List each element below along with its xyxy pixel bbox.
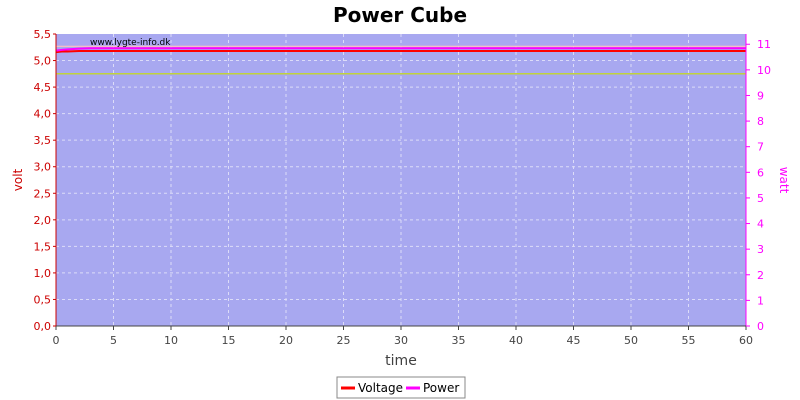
y-right-tick-label: 9 xyxy=(757,89,764,102)
y-right-tick-label: 8 xyxy=(757,115,764,128)
y-left-tick-label: 0,5 xyxy=(34,293,52,306)
x-axis-title: time xyxy=(385,353,417,369)
y-right-tick-label: 5 xyxy=(757,192,764,205)
y-right-tick-label: 2 xyxy=(757,269,764,282)
x-tick-label: 25 xyxy=(337,334,351,347)
y-right-tick-label: 3 xyxy=(757,243,764,256)
x-tick-label: 0 xyxy=(53,334,60,347)
series-voltage xyxy=(55,50,746,54)
y-left-tick-label: 0,0 xyxy=(34,320,52,333)
x-tick-label: 35 xyxy=(452,334,466,347)
y-right-tick-label: 4 xyxy=(757,218,764,231)
x-tick-label: 5 xyxy=(110,334,117,347)
x-tick-label: 55 xyxy=(682,334,696,347)
x-tick-label: 10 xyxy=(164,334,178,347)
grid xyxy=(56,34,746,326)
y-right-ticks: 0 1 2 3 4 5 6 7 8 9 10 11 xyxy=(746,38,771,333)
y-left-ticks: 0,0 0,5 1,0 1,5 2,0 2,5 3,0 3,5 4,0 4,5 5,0 5,5 xyxy=(34,28,56,333)
watermark: www.lygte-info.dk xyxy=(90,38,171,48)
series-lines xyxy=(55,45,746,75)
y-right-axis-title: watt xyxy=(777,167,791,194)
series-power xyxy=(55,47,746,52)
y-right-tick-label: 10 xyxy=(757,64,771,77)
y-left-tick-label: 5,0 xyxy=(34,55,52,68)
y-left-tick-label: 5,5 xyxy=(34,28,52,41)
chart-title: Power Cube xyxy=(333,3,467,27)
y-right-tick-label: 6 xyxy=(757,166,764,179)
y-left-tick-label: 4,5 xyxy=(34,81,52,94)
y-right-tick-label: 0 xyxy=(757,320,764,333)
x-tick-label: 30 xyxy=(394,334,408,347)
legend-box xyxy=(336,376,466,399)
y-left-tick-label: 1,5 xyxy=(34,240,52,253)
y-left-tick-label: 4,0 xyxy=(34,108,52,121)
legend-power-label: Power xyxy=(423,381,459,395)
x-tick-label: 40 xyxy=(509,334,523,347)
x-tick-label: 45 xyxy=(567,334,581,347)
y-right-tick-label: 1 xyxy=(757,294,764,307)
x-ticks: 0 5 10 15 20 25 30 35 40 45 50 55 60 xyxy=(53,326,753,347)
x-tick-label: 50 xyxy=(624,334,638,347)
legend-voltage-label: Voltage xyxy=(358,381,403,395)
y-left-tick-label: 3,0 xyxy=(34,161,52,174)
y-left-tick-label: 2,5 xyxy=(34,187,52,200)
y-left-tick-label: 2,0 xyxy=(34,214,52,227)
y-right-tick-label: 11 xyxy=(757,38,771,51)
y-right-tick-label: 7 xyxy=(757,141,764,154)
y-left-tick-label: 3,5 xyxy=(34,134,52,147)
y-left-axis-title: volt xyxy=(11,168,25,191)
x-tick-label: 20 xyxy=(279,334,293,347)
legend: Voltage Power xyxy=(336,376,466,399)
x-tick-label: 15 xyxy=(222,334,236,347)
x-tick-label: 60 xyxy=(739,334,753,347)
y-left-tick-label: 1,0 xyxy=(34,267,52,280)
